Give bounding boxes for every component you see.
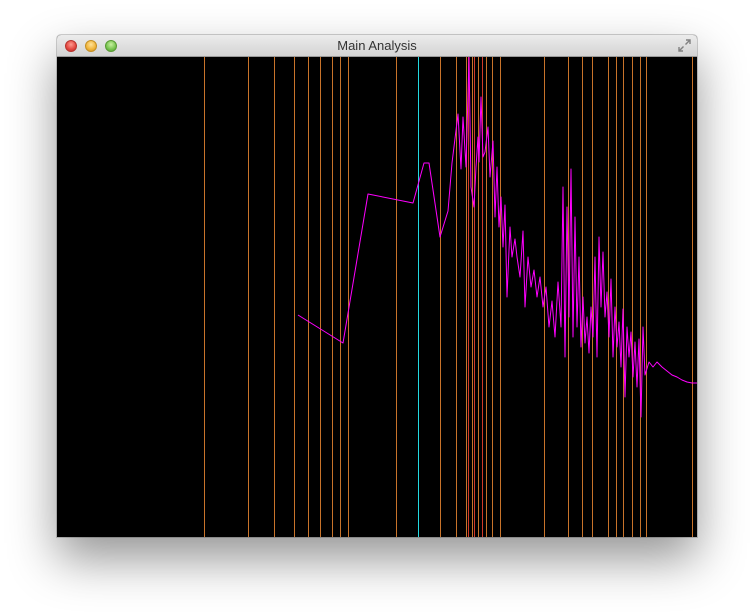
window-title: Main Analysis	[337, 38, 417, 53]
spectrum-line	[297, 57, 697, 418]
spectrum-chart	[204, 57, 697, 537]
zoom-icon[interactable]	[105, 40, 117, 52]
title-bar[interactable]: Main Analysis	[57, 35, 697, 57]
minimize-icon[interactable]	[85, 40, 97, 52]
spectrum-plot[interactable]	[57, 57, 697, 537]
fullscreen-icon[interactable]	[677, 38, 692, 53]
close-icon[interactable]	[65, 40, 77, 52]
analysis-window: Main Analysis	[57, 35, 697, 537]
